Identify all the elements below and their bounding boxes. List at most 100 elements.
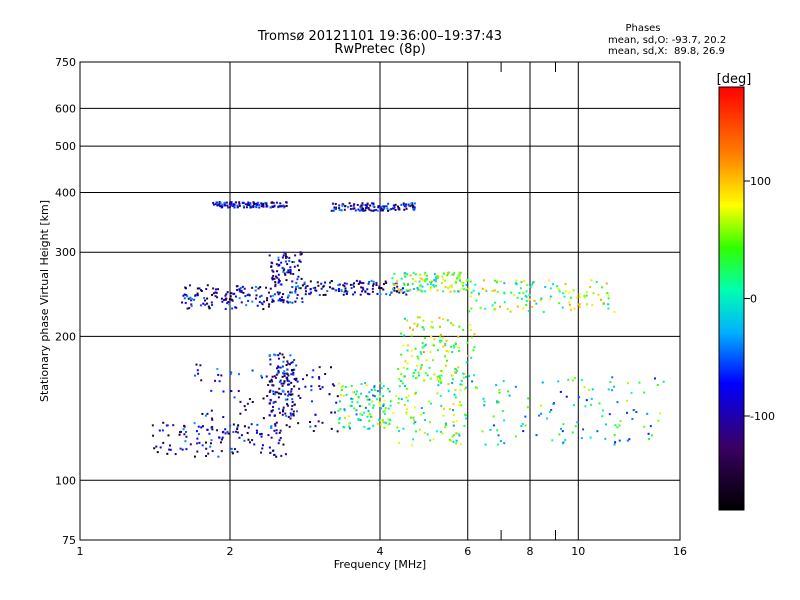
data-point — [272, 201, 275, 204]
data-point — [467, 287, 470, 290]
data-point — [424, 372, 427, 375]
data-point — [271, 205, 274, 208]
data-point — [443, 272, 446, 275]
data-point — [630, 391, 633, 394]
data-point — [483, 400, 486, 403]
data-point — [497, 434, 500, 437]
data-point — [452, 414, 455, 417]
data-point — [406, 408, 409, 411]
data-point — [364, 207, 367, 210]
data-point — [247, 293, 250, 296]
data-point — [297, 394, 300, 397]
data-point — [265, 286, 268, 289]
data-point — [410, 334, 413, 337]
data-point — [493, 308, 496, 311]
data-point — [446, 273, 449, 276]
data-point — [257, 287, 260, 290]
data-point — [370, 388, 373, 391]
data-point — [564, 438, 567, 441]
data-point — [368, 280, 371, 283]
data-point — [240, 434, 243, 437]
data-point — [469, 295, 472, 298]
data-point — [499, 305, 502, 308]
data-point — [248, 441, 251, 444]
data-point — [396, 205, 399, 208]
data-point — [439, 333, 442, 336]
data-point — [360, 392, 363, 395]
y-tick-label: 200 — [55, 330, 76, 343]
data-point — [601, 415, 604, 418]
data-point — [415, 391, 418, 394]
data-point — [321, 421, 324, 424]
data-point — [243, 206, 246, 209]
data-point — [347, 422, 350, 425]
data-point — [493, 424, 496, 427]
data-point — [282, 356, 285, 359]
data-point — [271, 380, 274, 383]
data-point — [291, 301, 294, 304]
data-point — [328, 393, 331, 396]
data-point — [419, 368, 422, 371]
data-point — [242, 205, 245, 208]
data-point — [287, 415, 290, 418]
data-point — [231, 452, 234, 455]
data-point — [262, 397, 265, 400]
data-point — [294, 254, 297, 257]
data-point — [216, 296, 219, 299]
data-point — [318, 377, 321, 380]
data-point — [605, 282, 608, 285]
data-point — [272, 393, 275, 396]
phases-title: Phases — [625, 23, 660, 34]
data-point — [262, 417, 265, 420]
data-point — [482, 279, 485, 282]
data-point — [238, 204, 241, 207]
data-point — [191, 298, 194, 301]
data-point — [533, 299, 536, 302]
data-point — [184, 286, 187, 289]
data-point — [321, 386, 324, 389]
data-point — [224, 432, 227, 435]
data-point — [271, 375, 274, 378]
data-point — [353, 282, 356, 285]
data-point — [282, 443, 285, 446]
data-point — [285, 376, 288, 379]
data-point — [526, 406, 529, 409]
data-point — [220, 374, 223, 377]
data-point — [232, 292, 235, 295]
data-point — [320, 287, 323, 290]
data-point — [386, 207, 389, 210]
data-point — [353, 207, 356, 210]
data-point — [252, 206, 255, 209]
data-point — [422, 351, 425, 354]
data-point — [403, 283, 406, 286]
data-point — [357, 282, 360, 285]
data-point — [180, 430, 183, 433]
data-point — [274, 283, 277, 286]
data-point — [337, 290, 340, 293]
data-point — [194, 294, 197, 297]
data-point — [376, 292, 379, 295]
data-point — [304, 385, 307, 388]
data-point — [181, 448, 184, 451]
data-point — [397, 402, 400, 405]
data-point — [442, 345, 445, 348]
data-point — [345, 282, 348, 285]
data-point — [590, 279, 593, 282]
data-point — [280, 296, 283, 299]
data-point — [322, 293, 325, 296]
data-point — [368, 427, 371, 430]
data-point — [454, 367, 457, 370]
data-point — [268, 391, 271, 394]
data-point — [342, 394, 345, 397]
data-point — [271, 298, 274, 301]
data-point — [290, 414, 293, 417]
data-point — [221, 431, 224, 434]
data-point — [447, 271, 450, 274]
data-point — [450, 286, 453, 289]
data-point — [274, 423, 277, 426]
data-point — [260, 294, 263, 297]
data-point — [498, 388, 501, 391]
data-point — [366, 427, 369, 430]
data-point — [361, 414, 364, 417]
